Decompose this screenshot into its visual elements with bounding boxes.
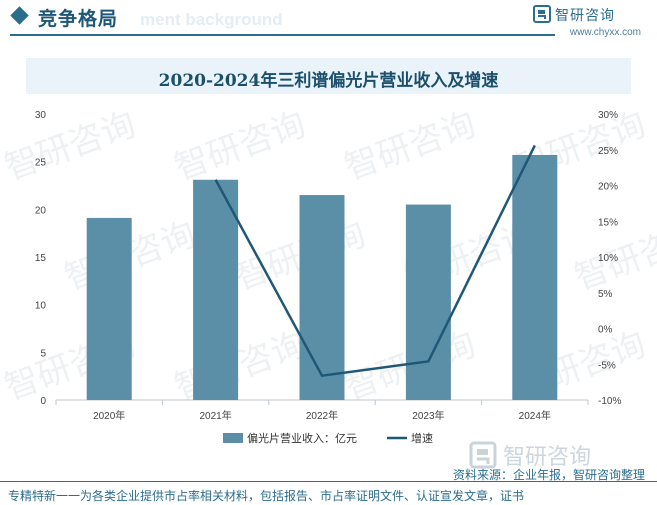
bar bbox=[86, 217, 132, 400]
right-axis-tick-label: 30% bbox=[598, 110, 618, 121]
x-axis-tick-label: 2024年 bbox=[519, 409, 551, 422]
footer-note: 专精特新一一为各类企业提供市占率相关材料，包括报告、市占率证明文件、认证宣发文章… bbox=[8, 489, 525, 503]
left-axis-tick-label: 0 bbox=[40, 396, 46, 407]
bar bbox=[405, 204, 451, 400]
growth-line bbox=[214, 144, 536, 378]
bar bbox=[193, 179, 239, 400]
brand-logo-icon bbox=[533, 5, 551, 23]
background-watermark: 智研咨询 bbox=[169, 324, 310, 408]
left-axis-tick-label: 5 bbox=[40, 348, 46, 359]
background-watermark: 智研咨询 bbox=[0, 104, 141, 188]
left-axis-tick-label: 20 bbox=[35, 205, 47, 216]
x-axis-tick-label: 2021年 bbox=[199, 409, 231, 422]
brand-url: www.chyxx.com bbox=[569, 27, 641, 38]
left-axis-tick-label: 10 bbox=[35, 301, 47, 312]
right-axis-tick-label: 15% bbox=[598, 217, 618, 228]
header-divider bbox=[10, 34, 555, 36]
right-axis-tick-label: 20% bbox=[598, 182, 618, 193]
legend-label-bar: 偏光片营业收入：亿元 bbox=[247, 431, 357, 445]
x-axis-tick-label: 2023年 bbox=[412, 409, 444, 422]
right-axis-tick-label: 5% bbox=[598, 289, 613, 300]
left-axis-tick-label: 15 bbox=[35, 253, 47, 264]
watermark-text: 智研咨询 bbox=[503, 445, 591, 470]
bar bbox=[299, 195, 345, 400]
brand-block: 智研咨询 www.chyxx.com bbox=[533, 5, 643, 39]
right-axis-tick-label: -10% bbox=[598, 396, 621, 407]
x-axis-tick-label: 2022年 bbox=[306, 409, 338, 422]
legend-label-line: 增速 bbox=[411, 431, 433, 445]
background-watermark: 智研咨询 bbox=[339, 104, 480, 188]
right-axis-tick-label: -5% bbox=[598, 360, 616, 371]
background-watermark: 智研咨询 bbox=[169, 104, 310, 188]
chart-title: 2020-2024年三利谱偏光片营业收入及增速 bbox=[158, 71, 499, 91]
watermark-logo-icon: 智研咨询 bbox=[469, 441, 591, 470]
left-axis-tick-label: 30 bbox=[35, 110, 47, 121]
section-header: ment background 竞争格局 智研咨询 www.chyxx.com bbox=[0, 0, 657, 40]
chart-title-band: 2020-2024年三利谱偏光片营业收入及增速 bbox=[26, 58, 631, 94]
source-note: 资料来源：企业年报，智研咨询整理 bbox=[452, 468, 645, 482]
right-axis-tick-label: 25% bbox=[598, 146, 618, 157]
x-axis-tick-label: 2020年 bbox=[93, 409, 125, 422]
left-axis-tick-label: 25 bbox=[35, 158, 47, 169]
footer-divider bbox=[0, 481, 657, 482]
legend-swatch-bar bbox=[223, 433, 243, 443]
right-axis-tick-label: 10% bbox=[598, 253, 618, 264]
footer-watermark: 智研咨询 bbox=[469, 440, 639, 475]
brand-name: 智研咨询 bbox=[555, 7, 615, 23]
bar bbox=[512, 154, 558, 400]
header-ghost-text: ment background bbox=[140, 10, 283, 29]
right-axis-tick-label: 0% bbox=[598, 325, 613, 336]
section-title: 竞争格局 bbox=[38, 9, 119, 30]
